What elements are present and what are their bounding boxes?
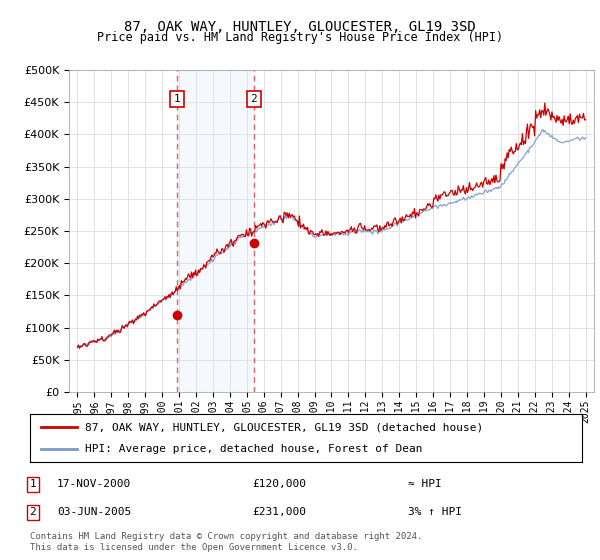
Text: Contains HM Land Registry data © Crown copyright and database right 2024.
This d: Contains HM Land Registry data © Crown c…	[30, 533, 422, 552]
Text: 17-NOV-2000: 17-NOV-2000	[57, 479, 131, 489]
Text: £231,000: £231,000	[252, 507, 306, 517]
Text: 1: 1	[173, 94, 181, 104]
Text: 2: 2	[29, 507, 37, 517]
Text: 2: 2	[251, 94, 257, 104]
Text: HPI: Average price, detached house, Forest of Dean: HPI: Average price, detached house, Fore…	[85, 444, 422, 454]
Text: 87, OAK WAY, HUNTLEY, GLOUCESTER, GL19 3SD: 87, OAK WAY, HUNTLEY, GLOUCESTER, GL19 3…	[124, 20, 476, 34]
Text: £120,000: £120,000	[252, 479, 306, 489]
Text: Price paid vs. HM Land Registry's House Price Index (HPI): Price paid vs. HM Land Registry's House …	[97, 31, 503, 44]
Text: 03-JUN-2005: 03-JUN-2005	[57, 507, 131, 517]
Text: ≈ HPI: ≈ HPI	[408, 479, 442, 489]
Text: 3% ↑ HPI: 3% ↑ HPI	[408, 507, 462, 517]
Text: 87, OAK WAY, HUNTLEY, GLOUCESTER, GL19 3SD (detached house): 87, OAK WAY, HUNTLEY, GLOUCESTER, GL19 3…	[85, 422, 484, 432]
Text: 1: 1	[29, 479, 37, 489]
Bar	[177, 70, 254, 392]
